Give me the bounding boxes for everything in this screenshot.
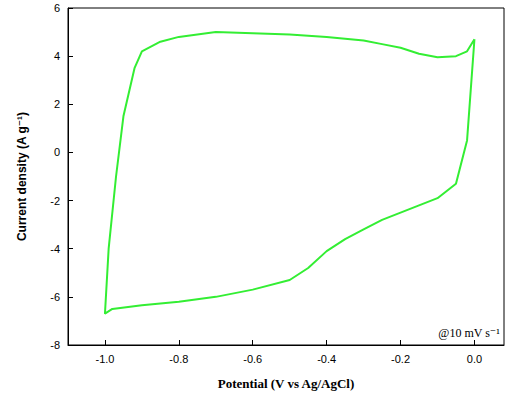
svg-text:-6: -6 (50, 291, 60, 303)
svg-text:-2: -2 (50, 195, 60, 207)
svg-text:-8: -8 (50, 339, 60, 351)
svg-text:-1.0: -1.0 (95, 353, 114, 365)
svg-text:2: 2 (54, 98, 60, 110)
svg-text:0.0: 0.0 (467, 353, 482, 365)
svg-text:-0.8: -0.8 (169, 353, 188, 365)
svg-text:-0.2: -0.2 (391, 353, 410, 365)
svg-text:4: 4 (54, 50, 60, 62)
svg-text:-0.6: -0.6 (243, 353, 262, 365)
svg-text:Current density (A g⁻¹): Current density (A g⁻¹) (15, 112, 29, 241)
svg-text:Potential (V vs Ag/AgCl): Potential (V vs Ag/AgCl) (218, 376, 355, 391)
svg-text:6: 6 (54, 2, 60, 14)
svg-text:0: 0 (54, 146, 60, 158)
svg-text:@10 mV s⁻¹: @10 mV s⁻¹ (438, 326, 500, 340)
svg-text:-4: -4 (50, 243, 60, 255)
svg-text:-0.4: -0.4 (317, 353, 336, 365)
